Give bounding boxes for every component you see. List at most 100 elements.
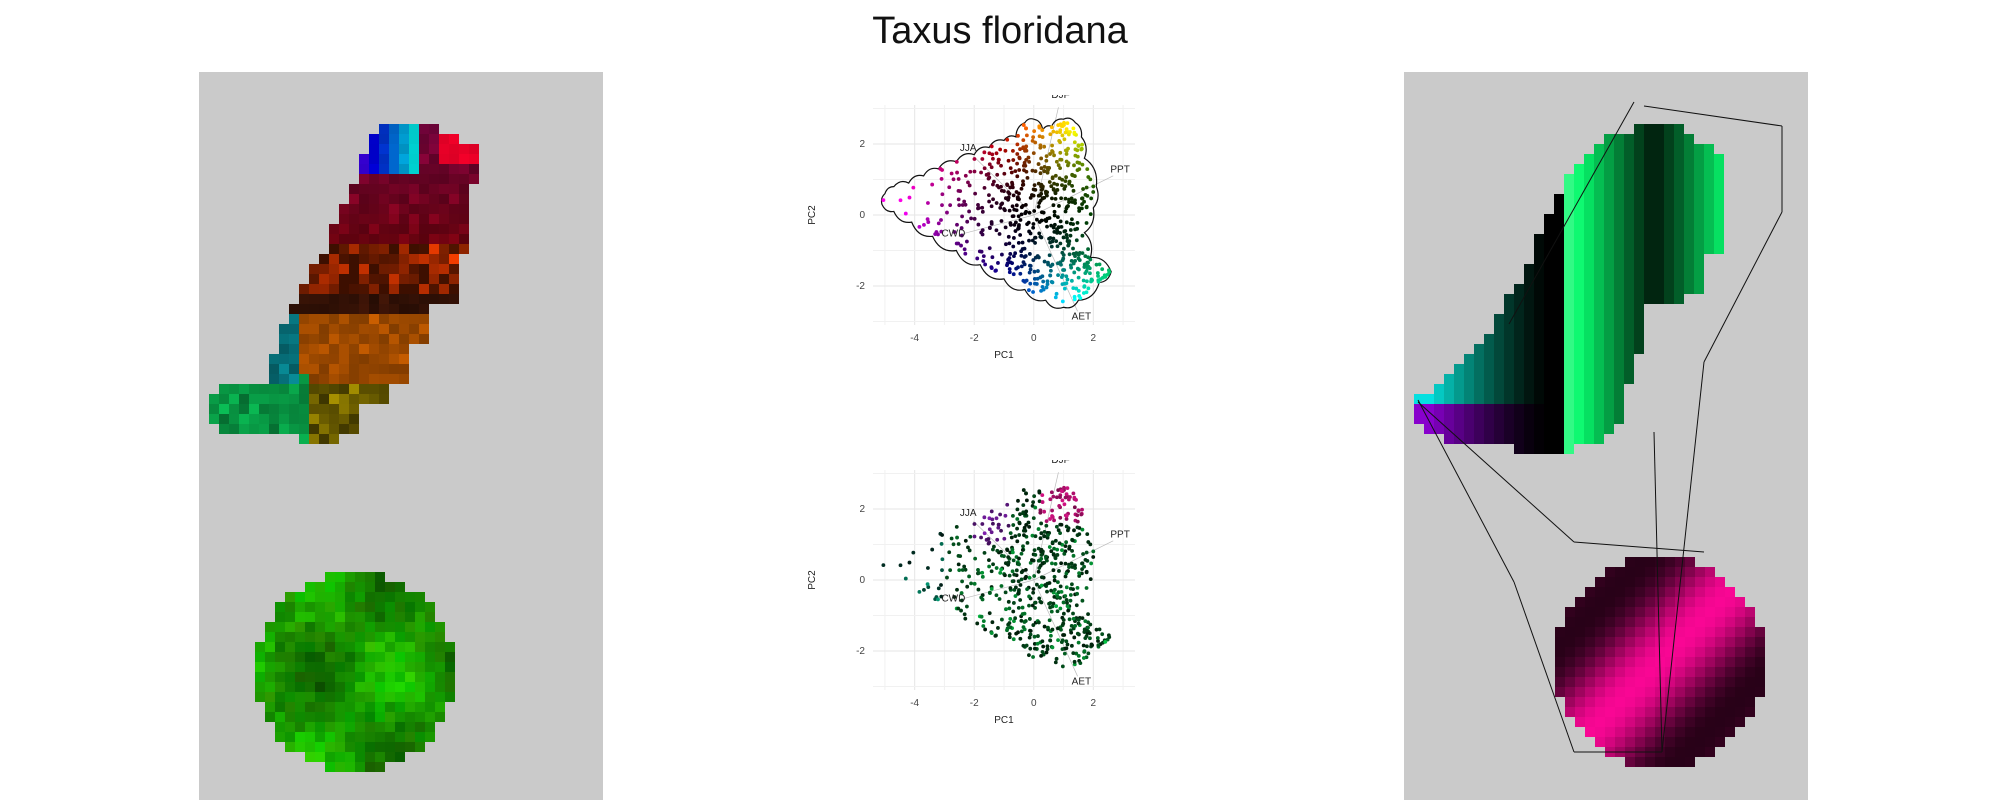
- data-point: [1095, 271, 1100, 275]
- raster-cell: [1685, 627, 1695, 637]
- raster-cell: [1635, 717, 1645, 727]
- raster-cell: [369, 204, 379, 214]
- raster-cell: [1634, 194, 1644, 204]
- data-point: [956, 177, 961, 181]
- raster-cell: [419, 214, 429, 224]
- raster-cell: [1654, 124, 1664, 134]
- data-point: [1042, 164, 1047, 169]
- data-point: [1062, 120, 1066, 125]
- data-point: [898, 198, 903, 203]
- data-point: [999, 219, 1004, 223]
- data-point: [1036, 269, 1040, 273]
- data-point: [1010, 569, 1015, 574]
- raster-cell: [319, 334, 329, 344]
- data-point: [1006, 523, 1011, 528]
- data-point: [962, 199, 967, 204]
- raster-cell: [1604, 184, 1614, 194]
- raster-cell: [359, 264, 369, 274]
- raster-cell: [409, 224, 419, 234]
- raster-cell: [1665, 667, 1675, 677]
- raster-cell: [1414, 394, 1424, 404]
- raster-cell: [1615, 567, 1625, 577]
- raster-cell: [1644, 144, 1654, 154]
- data-point: [986, 541, 991, 546]
- data-point: [999, 528, 1003, 533]
- raster-cell: [459, 234, 469, 244]
- data-point: [1057, 541, 1062, 546]
- data-point: [981, 254, 986, 259]
- raster-cell: [1554, 364, 1564, 374]
- data-point: [1066, 243, 1071, 248]
- data-point: [1088, 542, 1093, 547]
- raster-cell: [1704, 194, 1714, 204]
- data-point: [1085, 628, 1090, 633]
- data-point: [1003, 148, 1008, 153]
- data-point: [969, 216, 974, 221]
- data-point: [1019, 577, 1024, 582]
- raster-cell: [239, 414, 249, 424]
- data-point: [1055, 547, 1060, 552]
- data-point: [1072, 163, 1076, 168]
- raster-cell: [1665, 617, 1675, 627]
- raster-cell: [1614, 174, 1624, 184]
- raster-cell: [435, 702, 445, 712]
- raster-cell: [1644, 174, 1654, 184]
- data-point: [1035, 276, 1040, 281]
- raster-cell: [1574, 234, 1584, 244]
- data-point: [1017, 520, 1022, 525]
- raster-cell: [305, 742, 315, 752]
- raster-cell: [1684, 244, 1694, 254]
- data-point: [1053, 561, 1058, 566]
- data-point: [1031, 258, 1036, 262]
- data-point: [1021, 260, 1026, 265]
- raster-cell: [325, 622, 335, 632]
- raster-cell: [425, 642, 435, 652]
- data-point: [926, 201, 930, 205]
- data-point: [1052, 213, 1057, 218]
- raster-cell: [1575, 637, 1585, 647]
- raster-cell: [445, 682, 455, 692]
- raster-cell: [1575, 717, 1585, 727]
- data-point: [1057, 569, 1061, 573]
- data-point: [1051, 568, 1056, 573]
- raster-cell: [1514, 374, 1524, 384]
- raster-cell: [1514, 444, 1524, 454]
- y-axis-title: PC2: [807, 205, 818, 225]
- raster-cell: [1674, 254, 1684, 264]
- data-point: [965, 584, 970, 589]
- raster-cell: [1514, 404, 1524, 414]
- raster-cell: [1614, 224, 1624, 234]
- raster-cell: [399, 154, 409, 164]
- raster-cell: [1565, 647, 1575, 657]
- raster-cell: [1554, 444, 1564, 454]
- raster-cell: [1595, 637, 1605, 647]
- raster-cell: [1484, 354, 1494, 364]
- raster-cell: [1564, 384, 1574, 394]
- data-point: [1056, 261, 1060, 266]
- raster-cell: [305, 582, 315, 592]
- raster-cell: [375, 692, 385, 702]
- data-point: [967, 209, 971, 214]
- raster-cell: [385, 712, 395, 722]
- data-point: [1021, 503, 1026, 508]
- data-point: [940, 168, 944, 172]
- data-point: [1065, 239, 1070, 243]
- raster-cell: [1424, 394, 1434, 404]
- raster-cell: [445, 642, 455, 652]
- raster-cell: [395, 722, 405, 732]
- raster-cell: [309, 264, 319, 274]
- data-point: [1027, 594, 1032, 599]
- raster-cell: [1534, 304, 1544, 314]
- raster-cell: [385, 722, 395, 732]
- data-point: [1067, 200, 1071, 204]
- raster-cell: [1614, 204, 1624, 214]
- raster-cell: [1694, 234, 1704, 244]
- raster-cell: [329, 294, 339, 304]
- raster-cell: [1605, 637, 1615, 647]
- raster-cell: [315, 602, 325, 612]
- raster-cell: [1584, 434, 1594, 444]
- raster-cell: [449, 224, 459, 234]
- raster-cell: [329, 284, 339, 294]
- data-point: [1031, 222, 1036, 226]
